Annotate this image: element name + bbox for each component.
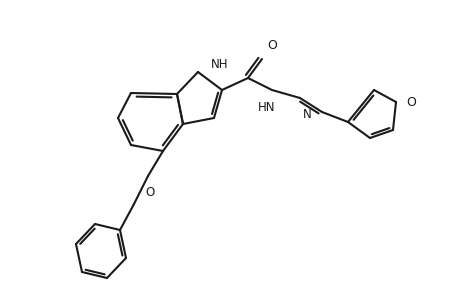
- Text: O: O: [266, 39, 276, 52]
- Text: O: O: [405, 95, 415, 109]
- Text: HN: HN: [257, 101, 275, 114]
- Text: N: N: [302, 108, 311, 121]
- Text: O: O: [145, 186, 154, 199]
- Text: NH: NH: [211, 58, 228, 70]
